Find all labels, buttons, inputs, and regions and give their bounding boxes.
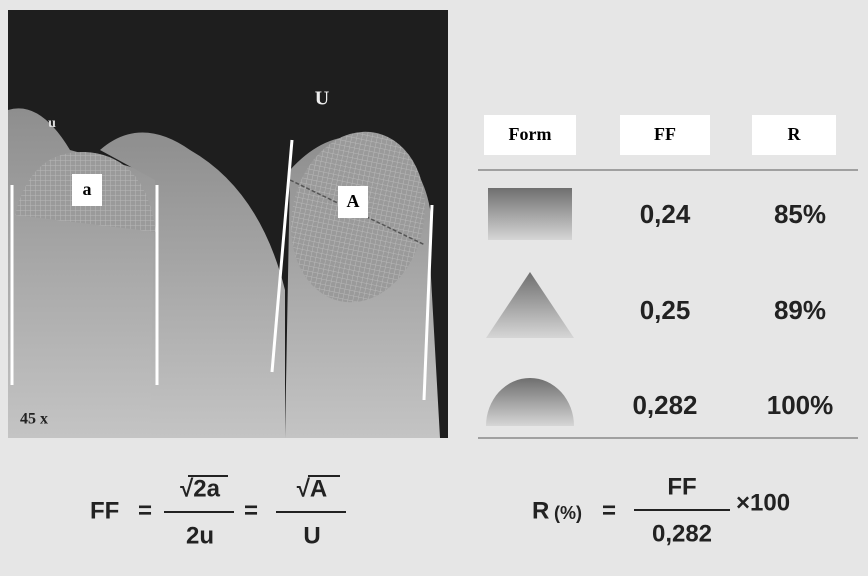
header: Form bbox=[509, 124, 552, 144]
formula-text: √A bbox=[297, 475, 328, 502]
header: FF bbox=[654, 124, 676, 144]
micrograph: a A u U 45 x bbox=[8, 10, 448, 438]
r-value: 89% bbox=[774, 295, 826, 325]
ff-value: 0,25 bbox=[640, 295, 691, 325]
formula-text: 2u bbox=[186, 522, 214, 549]
formula-text: (%) bbox=[554, 503, 582, 523]
magnification: 45 x bbox=[20, 411, 48, 428]
formula-text: FF bbox=[90, 497, 119, 524]
formula-text: = bbox=[138, 497, 152, 524]
formula-text: = bbox=[244, 497, 258, 524]
label-U: U bbox=[315, 88, 329, 110]
formula-text: = bbox=[602, 497, 616, 524]
formula-text: 0,282 bbox=[652, 520, 712, 547]
formula-text: FF bbox=[667, 473, 696, 500]
formula-text: √2a bbox=[180, 475, 221, 502]
label-u: u bbox=[48, 116, 56, 131]
formula-text: ×100 bbox=[736, 489, 790, 516]
formula-text: R bbox=[532, 497, 549, 524]
formula-text: U bbox=[303, 522, 320, 549]
r-value: 100% bbox=[767, 390, 834, 420]
ff-value: 0,282 bbox=[632, 390, 697, 420]
header: R bbox=[788, 124, 802, 144]
r-value: 85% bbox=[774, 199, 826, 229]
label-A: A bbox=[347, 191, 360, 211]
ff-value: 0,24 bbox=[640, 199, 691, 229]
shape-rectangle bbox=[488, 188, 572, 240]
figure: a A u U 45 x Form FF R 0,24 85% 0,25 89%… bbox=[0, 0, 868, 576]
label-a: a bbox=[83, 179, 92, 199]
